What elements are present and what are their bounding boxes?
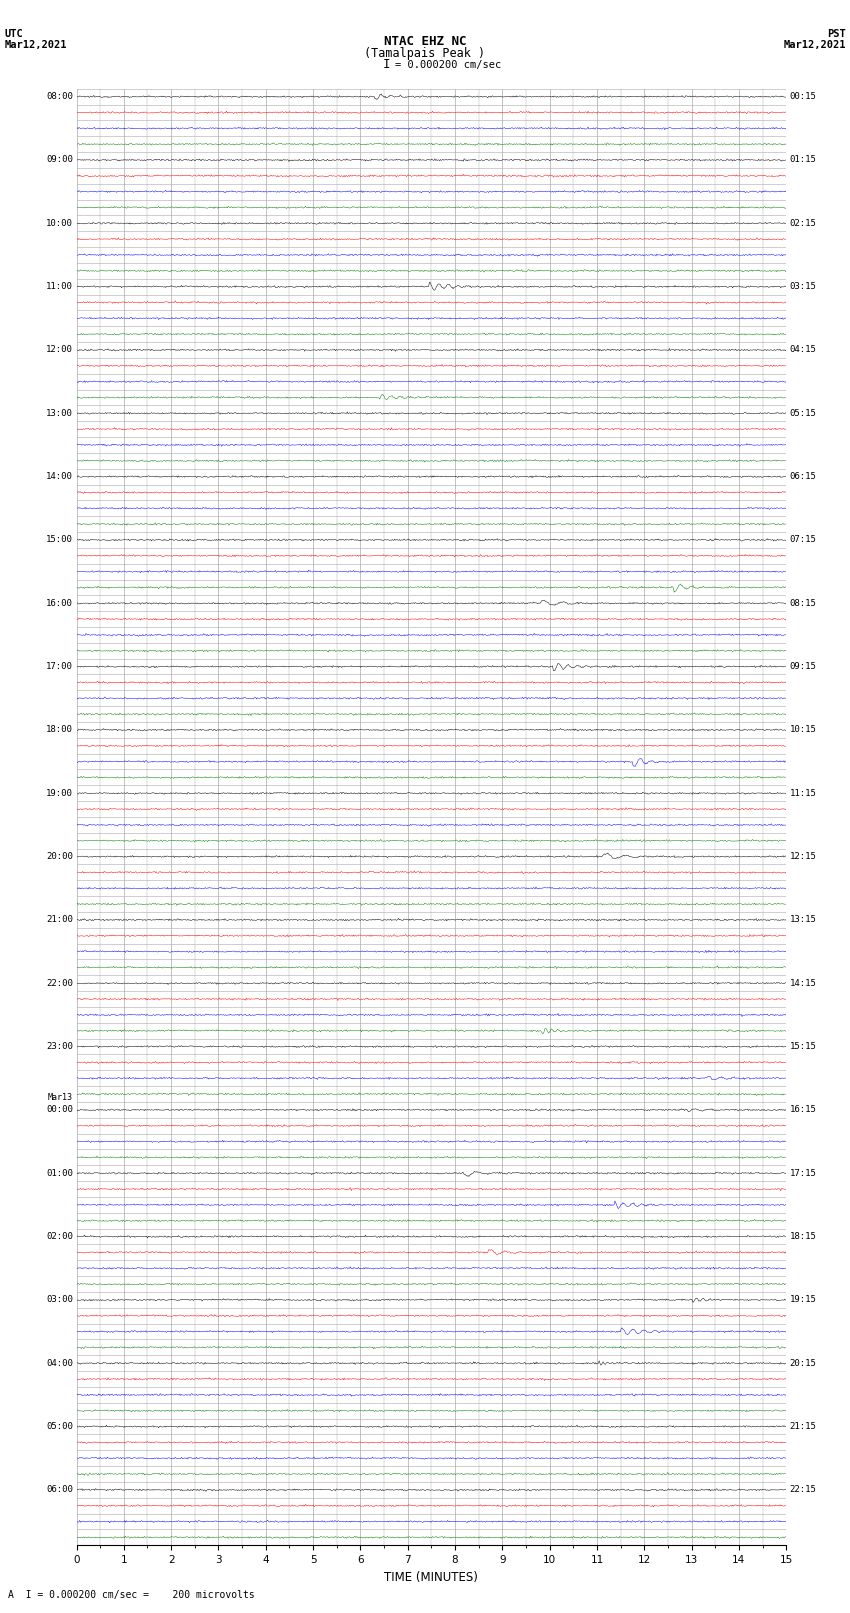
Text: 08:15: 08:15 — [790, 598, 817, 608]
Text: 06:00: 06:00 — [46, 1486, 73, 1494]
Text: 14:15: 14:15 — [790, 979, 817, 987]
Text: = 0.000200 cm/sec: = 0.000200 cm/sec — [395, 60, 501, 69]
Text: 12:00: 12:00 — [46, 345, 73, 355]
Text: 10:00: 10:00 — [46, 219, 73, 227]
Text: 08:00: 08:00 — [46, 92, 73, 102]
Text: 04:00: 04:00 — [46, 1358, 73, 1368]
Text: I: I — [383, 58, 390, 71]
Text: 13:15: 13:15 — [790, 916, 817, 924]
Text: 03:00: 03:00 — [46, 1295, 73, 1305]
Text: 11:00: 11:00 — [46, 282, 73, 290]
Text: Mar12,2021: Mar12,2021 — [783, 40, 846, 50]
Text: 03:15: 03:15 — [790, 282, 817, 290]
Text: 09:00: 09:00 — [46, 155, 73, 165]
Text: 00:00: 00:00 — [46, 1105, 73, 1115]
Text: 22:00: 22:00 — [46, 979, 73, 987]
Text: 10:15: 10:15 — [790, 726, 817, 734]
Text: 19:15: 19:15 — [790, 1295, 817, 1305]
Text: 01:15: 01:15 — [790, 155, 817, 165]
Text: 05:15: 05:15 — [790, 408, 817, 418]
Text: 16:00: 16:00 — [46, 598, 73, 608]
X-axis label: TIME (MINUTES): TIME (MINUTES) — [384, 1571, 479, 1584]
Text: 20:00: 20:00 — [46, 852, 73, 861]
Text: 21:00: 21:00 — [46, 916, 73, 924]
Text: UTC: UTC — [4, 29, 23, 39]
Text: 01:00: 01:00 — [46, 1169, 73, 1177]
Text: A  I = 0.000200 cm/sec =    200 microvolts: A I = 0.000200 cm/sec = 200 microvolts — [8, 1590, 255, 1600]
Text: 06:15: 06:15 — [790, 473, 817, 481]
Text: 15:00: 15:00 — [46, 536, 73, 545]
Text: 13:00: 13:00 — [46, 408, 73, 418]
Text: 07:15: 07:15 — [790, 536, 817, 545]
Text: 12:15: 12:15 — [790, 852, 817, 861]
Text: 04:15: 04:15 — [790, 345, 817, 355]
Text: NTAC EHZ NC: NTAC EHZ NC — [383, 35, 467, 48]
Text: 16:15: 16:15 — [790, 1105, 817, 1115]
Text: 05:00: 05:00 — [46, 1423, 73, 1431]
Text: 17:15: 17:15 — [790, 1169, 817, 1177]
Text: 22:15: 22:15 — [790, 1486, 817, 1494]
Text: 17:00: 17:00 — [46, 661, 73, 671]
Text: 11:15: 11:15 — [790, 789, 817, 798]
Text: 20:15: 20:15 — [790, 1358, 817, 1368]
Text: 14:00: 14:00 — [46, 473, 73, 481]
Text: 02:15: 02:15 — [790, 219, 817, 227]
Text: (Tamalpais Peak ): (Tamalpais Peak ) — [365, 47, 485, 60]
Text: 15:15: 15:15 — [790, 1042, 817, 1052]
Text: 00:15: 00:15 — [790, 92, 817, 102]
Text: 02:00: 02:00 — [46, 1232, 73, 1240]
Text: 18:15: 18:15 — [790, 1232, 817, 1240]
Text: 23:00: 23:00 — [46, 1042, 73, 1052]
Text: 19:00: 19:00 — [46, 789, 73, 798]
Text: 21:15: 21:15 — [790, 1423, 817, 1431]
Text: 09:15: 09:15 — [790, 661, 817, 671]
Text: PST: PST — [827, 29, 846, 39]
Text: Mar12,2021: Mar12,2021 — [4, 40, 67, 50]
Text: Mar13: Mar13 — [48, 1094, 73, 1102]
Text: 18:00: 18:00 — [46, 726, 73, 734]
